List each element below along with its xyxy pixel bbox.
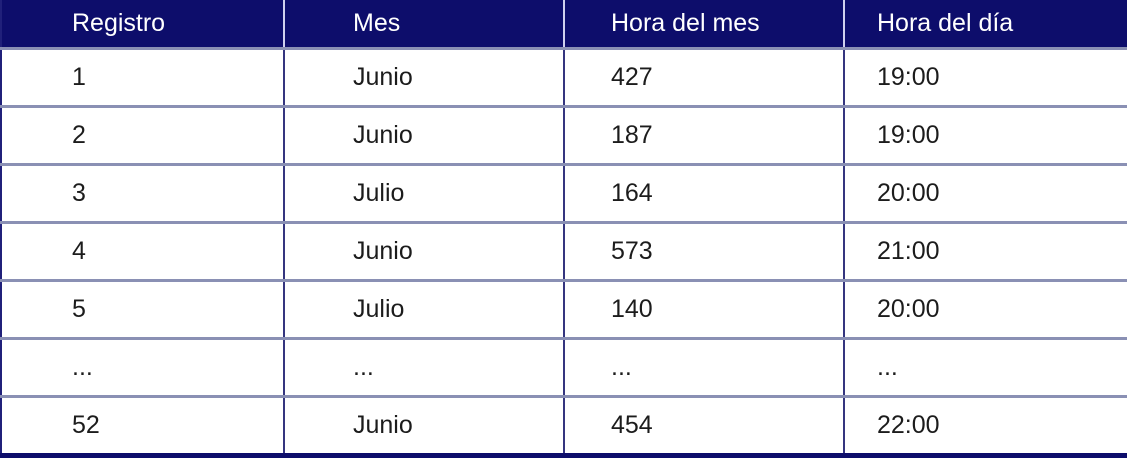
table-body: 1 Junio 427 19:00 2 Junio 187 19:00 3 Ju…: [1, 47, 1127, 456]
table-cell: 4: [1, 221, 284, 281]
column-header-hora-del-dia: Hora del día: [843, 0, 1127, 49]
table-cell: Julio: [283, 279, 564, 339]
header-row: Registro Mes Hora del mes Hora del día: [1, 0, 1127, 49]
table-cell: Junio: [283, 47, 564, 107]
table-cell: 140: [563, 279, 844, 339]
table-cell: Junio: [283, 221, 564, 281]
table-cell: ...: [1, 337, 284, 397]
table-cell: 20:00: [843, 279, 1127, 339]
table-cell: Junio: [283, 105, 564, 165]
table-row: 1 Junio 427 19:00: [1, 47, 1127, 107]
table-header: Registro Mes Hora del mes Hora del día: [1, 0, 1127, 49]
table-cell: 573: [563, 221, 844, 281]
table-row-ellipsis: ... ... ... ...: [1, 337, 1127, 397]
table-row: 2 Junio 187 19:00: [1, 105, 1127, 165]
table-cell: 1: [1, 47, 284, 107]
table-cell: 3: [1, 163, 284, 223]
table-cell: Julio: [283, 163, 564, 223]
table-row: 52 Junio 454 22:00: [1, 395, 1127, 456]
table-cell: 454: [563, 395, 844, 456]
table-cell: Junio: [283, 395, 564, 456]
table-cell: ...: [283, 337, 564, 397]
column-header-hora-del-mes: Hora del mes: [563, 0, 844, 49]
table-cell: 20:00: [843, 163, 1127, 223]
table-row: 3 Julio 164 20:00: [1, 163, 1127, 223]
table-cell: 2: [1, 105, 284, 165]
table-cell: 5: [1, 279, 284, 339]
column-header-registro: Registro: [1, 0, 284, 49]
table-cell: 21:00: [843, 221, 1127, 281]
table-cell: 427: [563, 47, 844, 107]
column-header-mes: Mes: [283, 0, 564, 49]
table-cell: 19:00: [843, 105, 1127, 165]
table-cell: 22:00: [843, 395, 1127, 456]
table-row: 5 Julio 140 20:00: [1, 279, 1127, 339]
table-cell: 187: [563, 105, 844, 165]
table-row: 4 Junio 573 21:00: [1, 221, 1127, 281]
table-cell: 19:00: [843, 47, 1127, 107]
table-cell: 164: [563, 163, 844, 223]
table-cell: 52: [1, 395, 284, 456]
table-cell: ...: [843, 337, 1127, 397]
table-cell: ...: [563, 337, 844, 397]
